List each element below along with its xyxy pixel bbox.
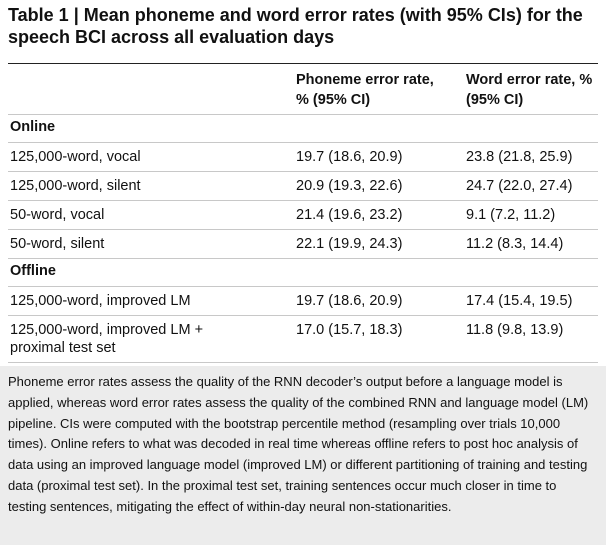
row-rule	[8, 315, 598, 316]
value-cell: 21.4 (19.6, 23.2)	[296, 207, 403, 223]
value-cell: 17.0 (15.7, 18.3)	[296, 322, 403, 338]
row-rule	[8, 229, 598, 230]
section-label: Online	[10, 119, 56, 135]
row-label: 50-word, vocal	[10, 207, 105, 223]
value-cell: 23.8 (21.8, 25.9)	[466, 149, 573, 165]
row-rule	[8, 142, 598, 143]
row-rule	[8, 258, 598, 259]
value-cell: 24.7 (22.0, 27.4)	[466, 178, 573, 194]
row-label: 50-word, silent	[10, 236, 105, 252]
row-rule	[8, 114, 598, 115]
value-cell: 9.1 (7.2, 11.2)	[466, 207, 556, 223]
row-label: 125,000-word, improved LM	[10, 293, 191, 309]
row-rule	[8, 200, 598, 201]
row-label: 125,000-word, vocal	[10, 149, 141, 165]
footnote: Phoneme error rates assess the quality o…	[0, 366, 606, 545]
row-rule	[8, 362, 598, 363]
column-header: Phoneme error rate, % (95% CI)	[296, 72, 434, 108]
value-cell: 11.2 (8.3, 14.4)	[466, 236, 564, 252]
row-label: 125,000-word, silent	[10, 178, 141, 194]
value-cell: 11.8 (9.8, 13.9)	[466, 322, 564, 338]
value-cell: 19.7 (18.6, 20.9)	[296, 149, 403, 165]
section-label: Offline	[10, 263, 56, 279]
value-cell: 19.7 (18.6, 20.9)	[296, 293, 403, 309]
row-label: 125,000-word, improved LM + proximal tes…	[10, 322, 204, 356]
row-rule	[8, 171, 598, 172]
value-cell: 17.4 (15.4, 19.5)	[466, 293, 573, 309]
top-rule	[8, 63, 598, 64]
table-title: Table 1 | Mean phoneme and word error ra…	[8, 5, 583, 47]
value-cell: 20.9 (19.3, 22.6)	[296, 178, 403, 194]
column-header: Word error rate, % (95% CI)	[466, 72, 593, 108]
value-cell: 22.1 (19.9, 24.3)	[296, 236, 403, 252]
row-rule	[8, 286, 598, 287]
